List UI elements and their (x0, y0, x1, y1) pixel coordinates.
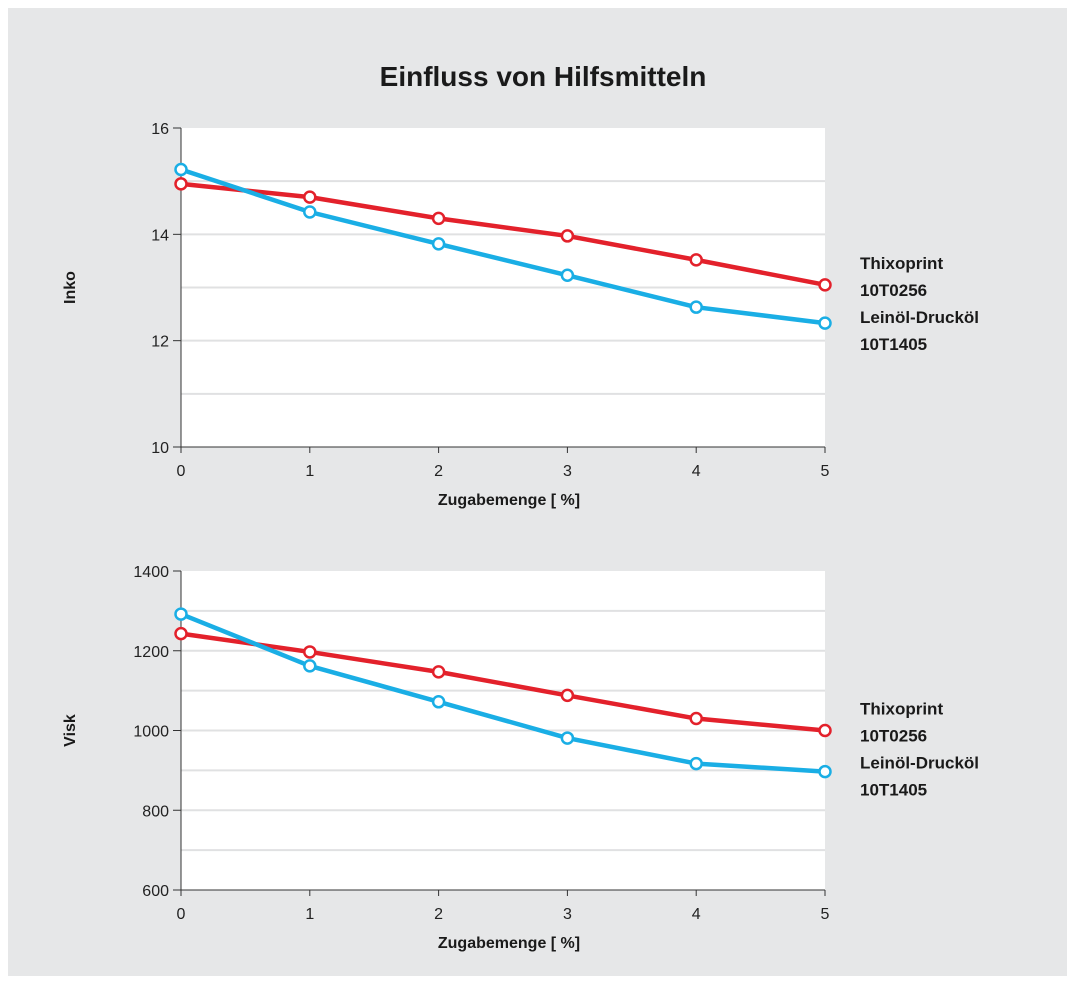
x-tick-label: 1 (305, 463, 314, 480)
series-line-1 (178, 181, 828, 288)
y-tick-label: 1400 (133, 564, 169, 581)
y-tick-label: 800 (142, 803, 169, 820)
y-tick-label: 1000 (133, 724, 169, 741)
series-line-2 (178, 167, 828, 326)
series-line-2 (178, 611, 828, 774)
data-point (818, 764, 832, 779)
data-point (431, 211, 446, 226)
data-point (560, 229, 575, 243)
legend-entry-2: Leinöl-Drucköl (860, 308, 979, 327)
data-point (303, 659, 317, 673)
data-point (431, 237, 446, 251)
y-tick-label: 14 (151, 227, 169, 244)
legend-entry-1: Thixoprint (860, 254, 943, 273)
data-point (431, 695, 446, 709)
x-tick-label: 1 (305, 906, 314, 923)
legend-entry-2: Leinöl-Drucköl (860, 754, 979, 773)
x-tick-label: 2 (434, 463, 443, 480)
y-axis-label: Inko (62, 271, 79, 304)
data-point (560, 268, 575, 283)
x-axis-label: Zugabemenge [ %] (438, 935, 580, 952)
data-point (303, 645, 317, 659)
data-point (689, 711, 703, 726)
data-point (431, 665, 446, 679)
x-tick-label: 3 (563, 463, 572, 480)
x-tick-label: 5 (821, 463, 830, 480)
legend-entry-1: 10T0256 (860, 727, 927, 746)
legend-entry-2: 10T1405 (860, 781, 927, 800)
chart-title: Einfluss von Hilfsmitteln (380, 61, 707, 92)
chart-2: 600 800 1000 1200 1400 0 1 2 3 4 5 Zugabemenge [ %]… (62, 564, 979, 952)
data-point (174, 626, 188, 641)
legend-entry-2: 10T1405 (860, 335, 927, 354)
x-tick-label: 5 (821, 906, 830, 923)
data-point (689, 300, 703, 314)
data-point (174, 177, 188, 191)
legend-entry-1: 10T0256 (860, 281, 927, 300)
data-point (303, 205, 317, 219)
data-point (689, 253, 703, 267)
data-point (818, 316, 832, 330)
series-line-1 (178, 631, 828, 733)
y-axis-label: Visk (62, 714, 79, 747)
x-tick-label: 3 (563, 906, 572, 923)
y-tick-label: 10 (151, 440, 169, 457)
data-point (174, 607, 188, 621)
y-tick-label: 600 (142, 883, 169, 900)
x-axis-label: Zugabemenge [ %] (438, 492, 580, 509)
data-point (560, 731, 575, 745)
data-point (560, 688, 575, 703)
legend-entry-1: Thixoprint (860, 700, 943, 719)
y-tick-label: 1200 (133, 644, 169, 661)
x-tick-label: 4 (692, 463, 701, 480)
y-tick-label: 12 (151, 334, 169, 351)
y-tick-label: 16 (151, 121, 169, 138)
data-point (818, 278, 832, 292)
data-point (303, 190, 317, 204)
x-tick-label: 4 (692, 906, 701, 923)
x-tick-label: 2 (434, 906, 443, 923)
data-point (174, 162, 188, 177)
x-tick-label: 0 (177, 906, 186, 923)
data-point (818, 723, 832, 738)
data-point (689, 756, 703, 771)
x-tick-label: 0 (177, 463, 186, 480)
